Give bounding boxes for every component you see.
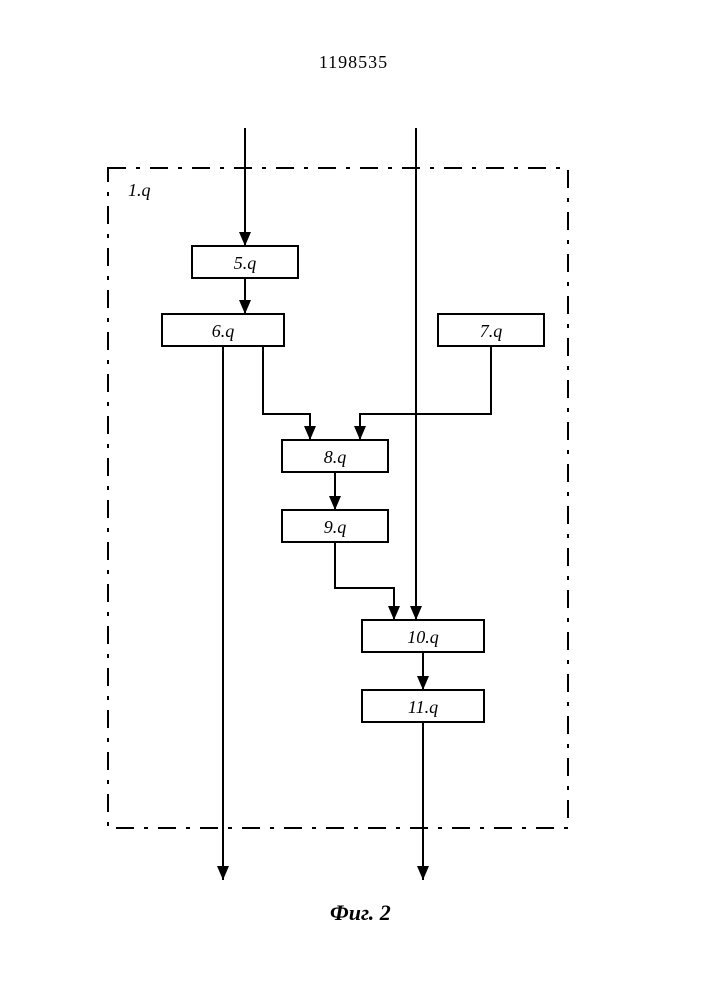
svg-text:1.q: 1.q [128,180,151,200]
svg-text:6.q: 6.q [212,321,235,341]
svg-text:11.q: 11.q [408,697,438,717]
svg-text:10.q: 10.q [407,627,439,647]
svg-text:5.q: 5.q [234,253,257,273]
figure-caption: Фиг. 2 [330,900,391,926]
svg-text:9.q: 9.q [324,517,347,537]
flowchart-diagram: 1.q 5.q 6.q 7.q 8.q 9.q 10.q 11.q [0,0,707,1000]
svg-text:7.q: 7.q [480,321,503,341]
svg-text:8.q: 8.q [324,447,347,467]
